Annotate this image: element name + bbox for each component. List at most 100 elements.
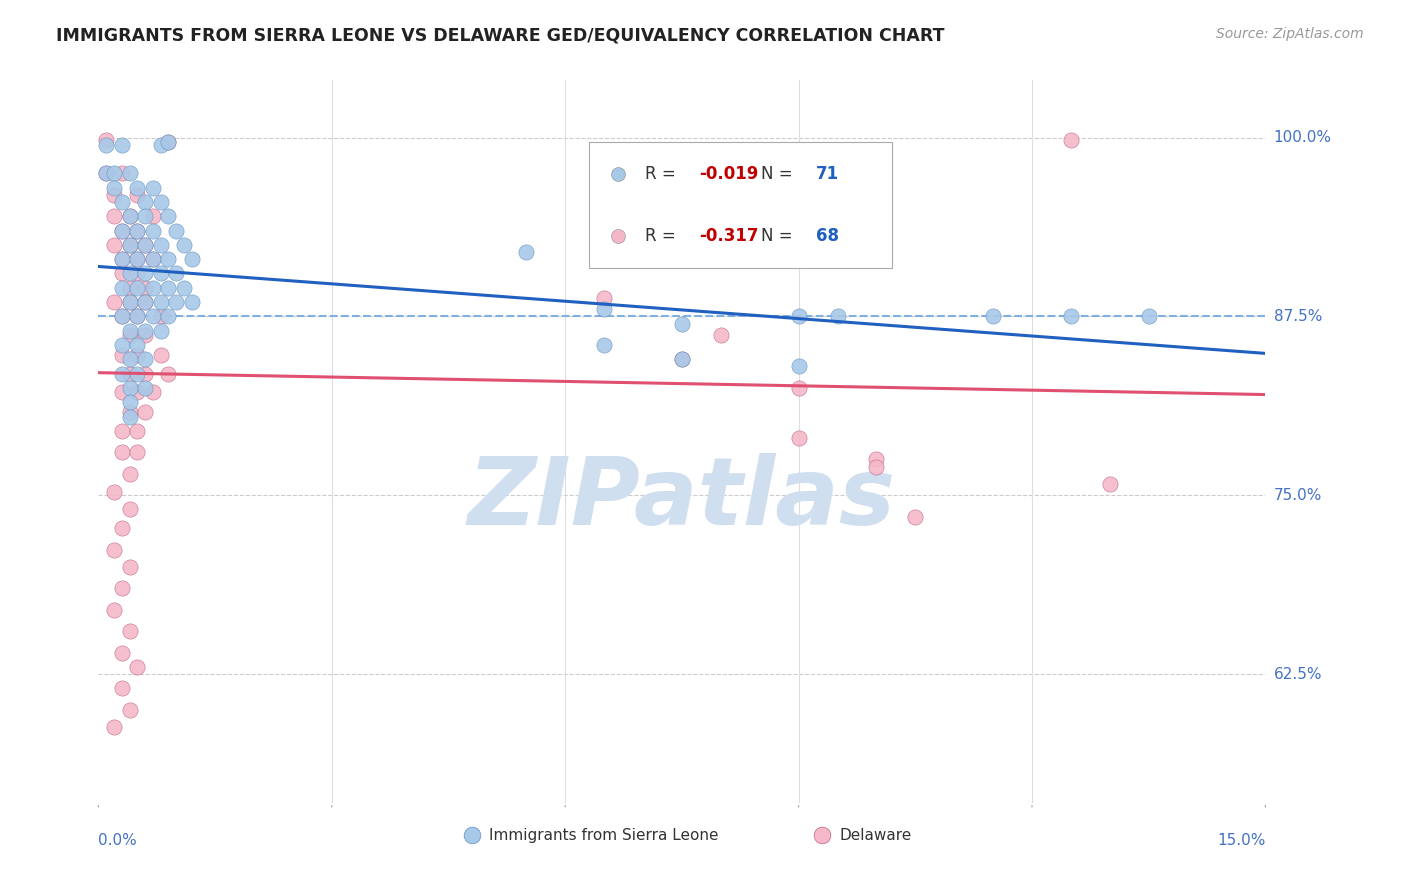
Point <box>134 324 156 338</box>
Point <box>134 295 156 310</box>
Point <box>142 385 165 400</box>
Point <box>111 281 134 295</box>
Point <box>127 180 149 194</box>
Text: Delaware: Delaware <box>839 828 911 843</box>
Point <box>157 135 180 149</box>
Point <box>149 237 172 252</box>
Point <box>127 310 149 324</box>
Point <box>671 352 693 367</box>
Point <box>111 424 134 438</box>
Point <box>118 328 141 343</box>
Point <box>165 223 187 237</box>
Point <box>149 324 172 338</box>
Point <box>149 267 172 281</box>
Point <box>1098 476 1121 491</box>
Point <box>96 166 118 180</box>
Point <box>118 502 141 516</box>
Point <box>118 166 141 180</box>
Point <box>111 385 134 400</box>
Point <box>127 187 149 202</box>
Point <box>710 328 733 343</box>
Text: 62.5%: 62.5% <box>1274 666 1322 681</box>
Point <box>787 359 810 374</box>
Point <box>142 252 165 266</box>
Point <box>157 310 180 324</box>
Text: 75.0%: 75.0% <box>1274 488 1322 503</box>
Point <box>142 209 165 223</box>
Text: ZIPatlas: ZIPatlas <box>468 453 896 545</box>
Point <box>111 267 134 281</box>
Point <box>118 209 141 223</box>
Point <box>127 385 149 400</box>
Point <box>165 295 187 310</box>
Point <box>127 310 149 324</box>
Point <box>111 252 134 266</box>
Text: 0.0%: 0.0% <box>98 833 138 848</box>
Point <box>118 703 141 717</box>
Point <box>142 310 165 324</box>
Point <box>180 252 202 266</box>
Point <box>142 252 165 266</box>
Point <box>118 295 141 310</box>
Point <box>981 310 1004 324</box>
Point <box>180 295 202 310</box>
Point <box>96 137 118 152</box>
Point <box>118 467 141 481</box>
Point <box>865 459 887 474</box>
Point <box>671 352 693 367</box>
Point <box>111 252 134 266</box>
Point <box>134 281 156 295</box>
Point <box>111 521 134 535</box>
Point <box>127 367 149 381</box>
Point <box>127 281 149 295</box>
Point <box>134 267 156 281</box>
Text: 15.0%: 15.0% <box>1218 833 1265 848</box>
Point <box>118 352 141 367</box>
Point <box>118 624 141 639</box>
Point <box>149 194 172 209</box>
Point <box>134 367 156 381</box>
Point <box>142 223 165 237</box>
Text: -0.019: -0.019 <box>699 165 759 183</box>
Point <box>173 281 195 295</box>
Text: Source: ZipAtlas.com: Source: ZipAtlas.com <box>1216 27 1364 41</box>
Point <box>103 720 125 734</box>
Point <box>127 424 149 438</box>
Text: IMMIGRANTS FROM SIERRA LEONE VS DELAWARE GED/EQUIVALENCY CORRELATION CHART: IMMIGRANTS FROM SIERRA LEONE VS DELAWARE… <box>56 27 945 45</box>
Point <box>593 291 616 305</box>
Point <box>111 367 134 381</box>
Point <box>134 328 156 343</box>
Point <box>134 295 156 310</box>
Point <box>111 223 134 237</box>
Point <box>103 166 125 180</box>
Point <box>157 252 180 266</box>
Text: Immigrants from Sierra Leone: Immigrants from Sierra Leone <box>489 828 718 843</box>
Point <box>111 338 134 352</box>
Point <box>865 452 887 467</box>
Text: 87.5%: 87.5% <box>1274 309 1322 324</box>
Point <box>787 381 810 395</box>
Text: 100.0%: 100.0% <box>1274 130 1331 145</box>
Point <box>111 223 134 237</box>
Text: 68: 68 <box>815 227 839 244</box>
Point <box>118 395 141 409</box>
Point <box>142 180 165 194</box>
Point <box>103 602 125 616</box>
Point <box>165 267 187 281</box>
Point <box>103 485 125 500</box>
Point <box>134 237 156 252</box>
Point <box>111 581 134 595</box>
Point <box>593 338 616 352</box>
Point <box>118 281 141 295</box>
Point <box>118 209 141 223</box>
Point <box>111 445 134 459</box>
Text: R =: R = <box>644 227 675 244</box>
Point <box>134 381 156 395</box>
Point <box>103 542 125 557</box>
Point <box>118 237 141 252</box>
Point <box>127 223 149 237</box>
Point <box>127 252 149 266</box>
Point <box>671 317 693 331</box>
Text: N =: N = <box>761 227 793 244</box>
Point <box>118 409 141 424</box>
